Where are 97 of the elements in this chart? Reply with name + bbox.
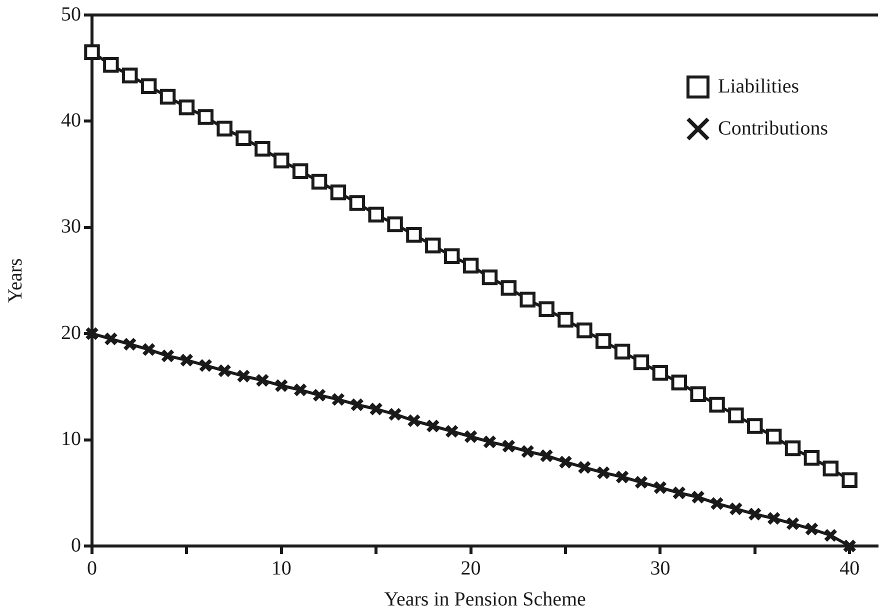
point (311, 174, 328, 190)
point (766, 428, 782, 444)
point (426, 419, 440, 433)
point (350, 398, 364, 412)
point (331, 392, 346, 406)
point (672, 486, 686, 500)
legend-label: Contributions (718, 117, 828, 140)
point (256, 373, 270, 388)
point (728, 408, 744, 424)
point (330, 184, 346, 200)
point (558, 455, 572, 470)
point (274, 378, 288, 393)
point (388, 407, 402, 422)
point (180, 353, 194, 368)
y-tick-label: 30 (61, 216, 81, 238)
x-tick-label: 10 (271, 557, 292, 580)
x-tick-label: 20 (460, 557, 481, 580)
point (520, 444, 535, 458)
point (254, 140, 270, 157)
point (747, 418, 763, 434)
point (425, 238, 441, 254)
point (766, 511, 781, 526)
point (540, 448, 554, 463)
point (293, 382, 308, 397)
point (368, 206, 384, 223)
point (406, 226, 422, 243)
point (104, 332, 118, 346)
point (691, 490, 706, 504)
point (748, 507, 762, 522)
y-tick-label: 20 (61, 322, 81, 344)
point (160, 348, 175, 363)
point (103, 57, 119, 73)
point (178, 100, 195, 116)
point (274, 152, 290, 168)
point (216, 120, 232, 136)
point (369, 402, 384, 416)
point (577, 460, 592, 474)
point (292, 163, 308, 179)
point (709, 396, 725, 413)
point (140, 78, 157, 94)
point (462, 258, 479, 274)
point (502, 439, 516, 454)
point (729, 502, 743, 516)
point (312, 388, 326, 402)
y-axis-title: Years (4, 258, 26, 303)
x-tick-label: 40 (840, 557, 860, 580)
point (822, 460, 839, 476)
point (690, 386, 706, 402)
point (596, 333, 612, 349)
point (784, 440, 801, 456)
y-tick-label: 40 (61, 109, 81, 132)
point (236, 369, 250, 384)
point (786, 516, 800, 531)
point (218, 364, 232, 378)
point (652, 365, 668, 381)
point (615, 470, 630, 484)
point (160, 88, 176, 105)
point (710, 496, 724, 510)
point (482, 434, 497, 449)
point (122, 337, 137, 352)
point (444, 424, 459, 438)
point (198, 109, 214, 125)
y-tick-label: 50 (61, 3, 81, 26)
y-tick-label: 10 (61, 428, 81, 450)
point (804, 522, 819, 536)
point (349, 195, 366, 211)
point (614, 344, 630, 360)
point (824, 528, 838, 542)
point (634, 475, 648, 490)
point (596, 466, 610, 480)
point (84, 44, 100, 60)
point (558, 312, 574, 328)
point (122, 68, 138, 84)
x-axis-title: Years in Pension Scheme (384, 588, 586, 610)
point (576, 322, 592, 338)
point (198, 358, 213, 372)
point (653, 480, 668, 495)
legend-label: Liabilities (718, 75, 800, 98)
point (538, 301, 554, 318)
point (671, 374, 687, 390)
point (407, 414, 421, 428)
point (85, 326, 99, 341)
x-tick-label: 30 (650, 557, 670, 580)
point (142, 342, 156, 356)
point (842, 472, 858, 488)
point (444, 248, 460, 264)
point (804, 450, 820, 466)
point (633, 354, 650, 370)
point (520, 292, 536, 308)
point (236, 130, 252, 146)
point (387, 216, 403, 232)
point (842, 539, 857, 553)
point (500, 280, 517, 296)
point (464, 430, 478, 444)
point (482, 269, 498, 286)
y-tick-label: 0 (71, 534, 81, 556)
x-tick-label: 0 (87, 557, 97, 580)
